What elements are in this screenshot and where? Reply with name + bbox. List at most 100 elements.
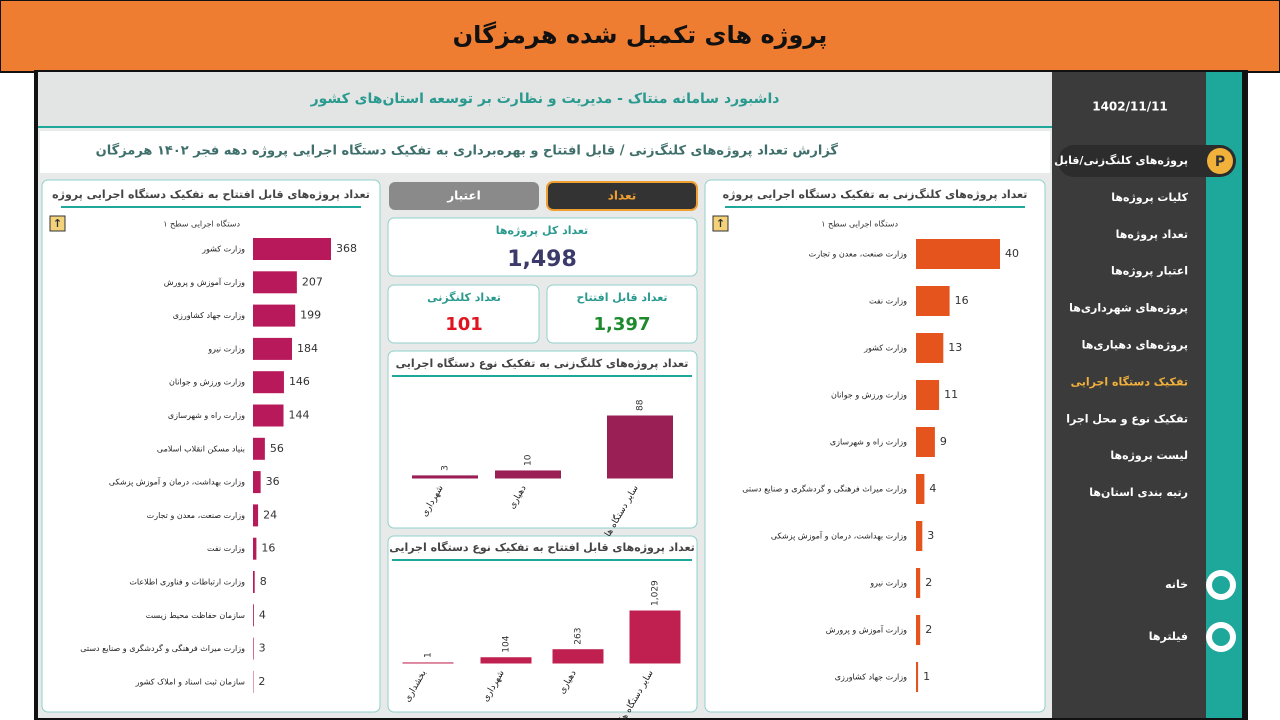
value-label: 88 — [636, 399, 646, 411]
bar — [253, 271, 297, 294]
category-label: وزارت میراث فرهنگی و گردشگری و صنایع دست… — [80, 643, 245, 653]
tab-active[interactable] — [546, 181, 698, 211]
value-label: 11 — [944, 388, 958, 401]
panel — [704, 179, 1046, 713]
category-label: وزارت جهاد کشاورزی — [835, 673, 907, 682]
category-label: وزارت بهداشت، درمان و آموزش پزشکی — [771, 531, 907, 541]
category-label: وزارت میراث فرهنگی و گردشگری و صنایع دست… — [742, 484, 907, 494]
category-label: وزارت صنعت، معدن و تجارت — [147, 511, 245, 520]
drill-up-glyph: ↑ — [716, 217, 725, 230]
menu-item[interactable]: پروژه‌های دهیاری‌ها — [1082, 339, 1188, 352]
menu-item[interactable]: رتبه بندی استان‌ها — [1089, 486, 1188, 499]
bar — [253, 404, 284, 427]
category-label: وزارت کشور — [863, 344, 907, 353]
value-label: 9 — [940, 435, 947, 448]
kpi-value: 101 — [445, 314, 483, 335]
category-label: وزارت راه و شهرسازی — [830, 438, 907, 447]
tab-label[interactable]: تعداد — [608, 189, 636, 203]
value-label: 24 — [263, 508, 277, 521]
value-label: 3 — [259, 642, 266, 655]
bar — [412, 475, 478, 479]
bar — [253, 571, 255, 593]
panel — [387, 535, 698, 713]
value-label: 8 — [260, 575, 267, 588]
menu-item[interactable]: پروژه‌های شهرداری‌ها — [1069, 302, 1188, 315]
bar — [253, 504, 259, 527]
bar — [916, 427, 935, 457]
level-label: دستگاه اجرایی سطح ۱ — [163, 219, 240, 229]
kpi-card — [546, 284, 698, 344]
category-label: وزارت آموزش و پرورش — [826, 625, 907, 635]
bar — [495, 470, 561, 479]
sidebar-strip — [1206, 72, 1242, 718]
chart-title: تعداد پروژه‌های قابل افتتاح به تفکیک نوع… — [389, 541, 695, 554]
drill-up-button[interactable] — [712, 215, 729, 232]
value-label: 3 — [927, 529, 934, 542]
panel — [41, 179, 381, 713]
bar — [253, 537, 257, 560]
menu-item[interactable]: اعتبار پروژه‌ها — [1111, 265, 1188, 278]
value-label: 4 — [259, 608, 266, 621]
value-label: 4 — [929, 482, 936, 495]
menu-item[interactable]: تعداد پروژه‌ها — [1116, 228, 1188, 241]
chart-title: تعداد پروژه‌های کلنگ‌زنی به تفکیک نوع دس… — [396, 356, 689, 370]
value-label: 2 — [925, 576, 932, 589]
kpi-card — [387, 217, 698, 277]
menu-item[interactable]: تفکیک دستگاه اجرایی — [1071, 375, 1188, 388]
bar — [916, 333, 944, 363]
bar — [253, 437, 265, 460]
value-label: 144 — [289, 409, 310, 422]
category-label: وزارت راه و شهرسازی — [168, 411, 245, 420]
menu-highlight — [1058, 145, 1236, 177]
kpi-label: تعداد کل پروژه‌ها — [496, 224, 588, 237]
level-label: دستگاه اجرایی سطح ۱ — [821, 219, 898, 229]
bar — [480, 657, 532, 664]
menu-item[interactable]: خانه — [1165, 578, 1188, 591]
panel — [387, 350, 698, 529]
category-label: وزارت بهداشت، درمان و آموزش پزشکی — [109, 477, 245, 487]
value-label: 146 — [289, 375, 310, 388]
value-label: 13 — [948, 341, 962, 354]
bar — [253, 304, 296, 327]
value-label: 2 — [258, 675, 265, 688]
menu-item[interactable]: فیلترها — [1149, 630, 1188, 643]
category-label: وزارت کشور — [201, 245, 245, 254]
category-label: وزارت نیرو — [207, 344, 245, 353]
bar — [253, 371, 284, 394]
bar — [916, 380, 940, 410]
kpi-value: 1,498 — [507, 247, 577, 272]
category-label: وزارت نیرو — [869, 579, 907, 588]
kpi-value: 1,397 — [594, 314, 651, 335]
value-label: 207 — [302, 275, 323, 288]
tab[interactable] — [389, 182, 539, 210]
menu-item[interactable]: لیست پروژه‌ها — [1110, 449, 1188, 462]
menu-item[interactable]: کلیات پروژه‌ها — [1111, 191, 1188, 204]
menu-icon-inner — [1212, 576, 1230, 594]
bar — [253, 637, 254, 660]
menu-item[interactable]: پروژه‌های کلنگ‌زنی/قابل افتتاح — [1018, 153, 1188, 167]
value-label: 1 — [424, 652, 434, 658]
value-label: 40 — [1005, 247, 1019, 260]
category-label: وزارت آموزش و پرورش — [164, 277, 245, 287]
value-label: 10 — [524, 454, 534, 466]
tab-label[interactable]: اعتبار — [446, 189, 481, 203]
value-label: 36 — [266, 475, 280, 488]
bar — [253, 238, 331, 260]
kpi-card — [387, 284, 540, 344]
subheader — [40, 131, 1050, 173]
category-label: وزارت صنعت، معدن و تجارت — [809, 250, 907, 259]
chart-title: تعداد پروژه‌های کلنگ‌زنی به تفکیک دستگاه… — [723, 187, 1028, 201]
drill-up-button[interactable] — [49, 215, 66, 232]
bar — [253, 337, 292, 360]
bar — [253, 604, 254, 627]
bar — [916, 568, 921, 598]
value-label: 263 — [574, 628, 584, 645]
value-label: 104 — [502, 635, 512, 652]
menu-item[interactable]: تفکیک نوع و محل اجرا — [1066, 412, 1188, 425]
bar — [253, 471, 261, 494]
chart-title: تعداد پروژه‌های قابل افتتاح به تفکیک دست… — [52, 188, 370, 201]
category-label: وزارت نفت — [207, 544, 245, 553]
bar — [916, 521, 923, 551]
